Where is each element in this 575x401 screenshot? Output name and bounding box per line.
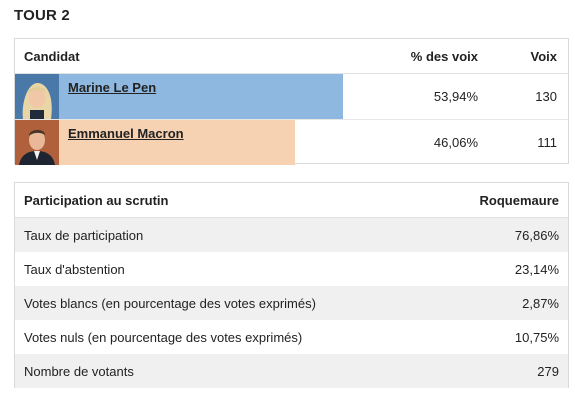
row-label: Nombre de votants [24, 363, 134, 379]
candidate-share-bar [15, 74, 343, 119]
candidate-percent: 53,94% [433, 89, 478, 104]
candidate-name-link[interactable]: Emmanuel Macron [68, 126, 184, 141]
row-label: Votes nuls (en pourcentage des votes exp… [24, 329, 303, 345]
candidate-percent: 46,06% [433, 135, 478, 150]
participation-header: Participation au scrutin Roquemaure [15, 183, 568, 218]
candidate-photo [15, 120, 59, 165]
participation-row: Nombre de votants 279 [15, 354, 568, 388]
row-value: 76,86% [514, 227, 559, 243]
header-location: Roquemaure [479, 192, 559, 208]
candidate-share-bar [15, 120, 295, 165]
candidate-row-macron: Emmanuel Macron 46,06% 111 [15, 119, 568, 165]
header-percent: % des voix [410, 48, 478, 64]
participation-row: Taux de participation 76,86% [15, 218, 568, 252]
candidate-votes: 130 [535, 89, 557, 104]
participation-row: Taux d'abstention 23,14% [15, 252, 568, 286]
candidate-photo [15, 74, 59, 119]
participation-row: Votes nuls (en pourcentage des votes exp… [15, 320, 568, 354]
results-table: Candidat % des voix Voix Marine Le Pen 5… [14, 38, 569, 165]
row-label: Taux d'abstention [24, 261, 125, 277]
round-title: TOUR 2 [14, 7, 70, 24]
results-header: Candidat % des voix Voix [15, 39, 568, 74]
participation-table: Participation au scrutin Roquemaure Taux… [14, 182, 569, 388]
header-candidate: Candidat [24, 48, 80, 64]
row-label: Taux de participation [24, 227, 144, 243]
candidate-row-le-pen: Marine Le Pen 53,94% 130 [15, 74, 568, 119]
row-value: 10,75% [514, 329, 559, 345]
participation-row: Votes blancs (en pourcentage des votes e… [15, 286, 568, 320]
row-value: 2,87% [522, 295, 559, 311]
candidate-name-link[interactable]: Marine Le Pen [68, 80, 157, 95]
header-votes: Voix [530, 48, 558, 64]
row-value: 279 [537, 363, 559, 379]
candidate-votes: 111 [537, 135, 557, 150]
row-label: Votes blancs (en pourcentage des votes e… [24, 295, 316, 311]
row-value: 23,14% [514, 261, 559, 277]
header-participation: Participation au scrutin [24, 192, 169, 208]
